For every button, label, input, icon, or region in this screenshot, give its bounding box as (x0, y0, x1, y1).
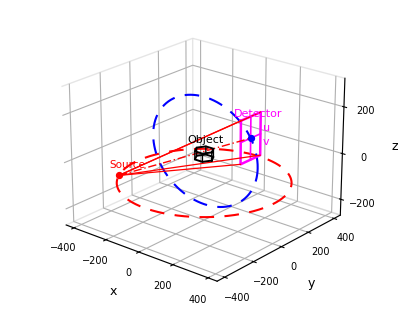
Y-axis label: y: y (308, 277, 315, 290)
X-axis label: x: x (110, 285, 117, 298)
